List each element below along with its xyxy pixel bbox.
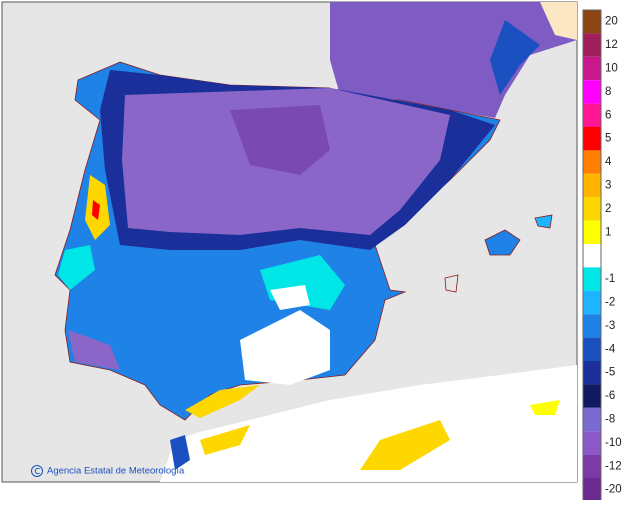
legend-swatch — [583, 80, 601, 104]
legend-label: 3 — [605, 180, 611, 192]
legend-label: -2 — [605, 297, 615, 309]
legend-swatch — [583, 314, 601, 338]
menorca — [534, 214, 553, 229]
africa-cold — [170, 435, 190, 470]
legend-label: -12 — [605, 460, 622, 472]
copyright-icon — [31, 465, 43, 477]
legend-label: 2 — [605, 203, 611, 215]
legend-label: 12 — [605, 39, 618, 51]
legend-swatch — [583, 337, 601, 361]
legend-label: -1 — [605, 273, 615, 285]
legend-swatch — [583, 56, 601, 81]
legend-gap — [583, 244, 601, 268]
legend-swatch — [583, 478, 601, 502]
legend-label: -10 — [605, 437, 622, 449]
legend-label: 6 — [605, 109, 611, 121]
legend-swatch — [583, 10, 601, 34]
coast-band — [490, 20, 540, 95]
legend-swatch — [583, 361, 601, 385]
legend-swatch — [583, 431, 601, 455]
legend-swatch — [583, 33, 601, 57]
legend-swatch — [583, 127, 601, 151]
coast-hot — [92, 200, 100, 220]
algarve-cold — [68, 330, 120, 370]
coast-warm — [185, 385, 260, 418]
mild-patch — [270, 285, 310, 310]
legend-label: 20 — [605, 16, 618, 28]
plateau-core — [230, 105, 330, 175]
africa-warm — [530, 400, 560, 415]
legend-label: 1 — [605, 226, 611, 238]
legend-label: -20 — [605, 484, 622, 496]
legend-swatch — [583, 150, 601, 174]
legend-swatch — [583, 220, 601, 244]
france-warm — [540, 2, 577, 40]
copyright-icon — [34, 467, 40, 475]
mallorca — [484, 229, 521, 256]
coast-cyan — [58, 245, 95, 290]
legend-swatch — [583, 290, 601, 315]
legend-label: -4 — [605, 343, 616, 355]
legend-label: -3 — [605, 320, 615, 332]
legend-label: -5 — [605, 367, 615, 379]
legend-label: 10 — [605, 63, 618, 75]
legend-swatch — [583, 103, 601, 127]
legend-swatch — [583, 407, 601, 432]
legend-swatch — [583, 267, 601, 291]
legend-swatch — [583, 197, 601, 221]
legend: 20 12 10 8 6 5 4 3 2 1 -1 -2 -3 -4 -5 -6 -8 -10 -12 -20 — [582, 9, 622, 502]
africa-warm — [360, 420, 450, 470]
mild-patch — [240, 310, 330, 385]
legend-label: 4 — [605, 156, 612, 168]
legend-label: -6 — [605, 390, 615, 402]
legend-label: -8 — [605, 414, 615, 426]
north-africa — [160, 365, 577, 482]
legend-swatch — [583, 454, 601, 478]
map: Agencia Estatal de Meteorología — [1, 1, 578, 483]
legend-swatch — [583, 173, 601, 198]
attribution: Agencia Estatal de Meteorología — [47, 466, 185, 477]
legend-label: 8 — [605, 86, 611, 98]
legend-label: 5 — [605, 133, 611, 145]
ibiza — [444, 274, 459, 293]
legend-swatch — [583, 384, 601, 408]
africa-warm — [200, 425, 250, 455]
